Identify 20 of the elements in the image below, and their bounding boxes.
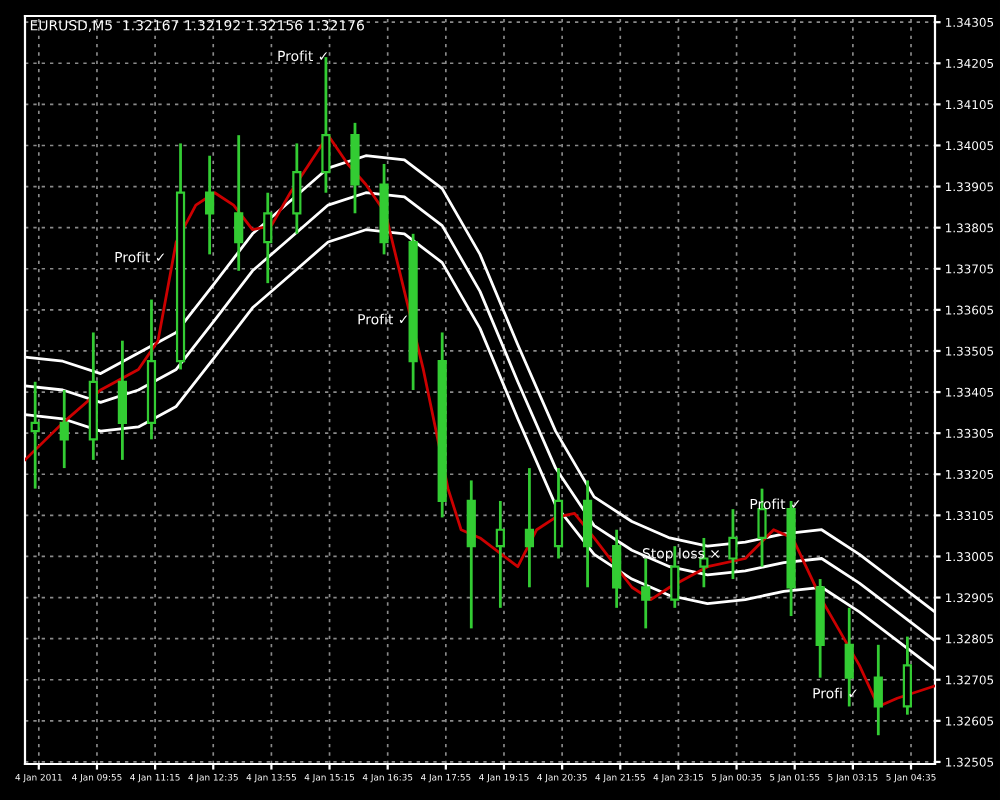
candlestick — [263, 191, 273, 285]
candlestick — [321, 55, 331, 195]
candlestick — [59, 388, 69, 470]
candlestick — [205, 154, 215, 256]
candlestick — [495, 499, 505, 610]
candlestick — [612, 528, 622, 610]
candlestick — [553, 466, 564, 560]
candlestick — [30, 380, 40, 491]
candlestick — [902, 635, 912, 717]
line-series — [25, 133, 935, 708]
candlestick — [670, 544, 680, 610]
candlestick — [844, 606, 854, 708]
candlestick — [728, 507, 738, 581]
candlestick — [234, 133, 244, 273]
candlestick — [117, 339, 127, 462]
candlestick — [873, 643, 883, 737]
candlestick — [292, 142, 302, 236]
candlestick — [582, 479, 593, 589]
candlestick — [524, 466, 535, 589]
candlestick — [466, 479, 476, 630]
